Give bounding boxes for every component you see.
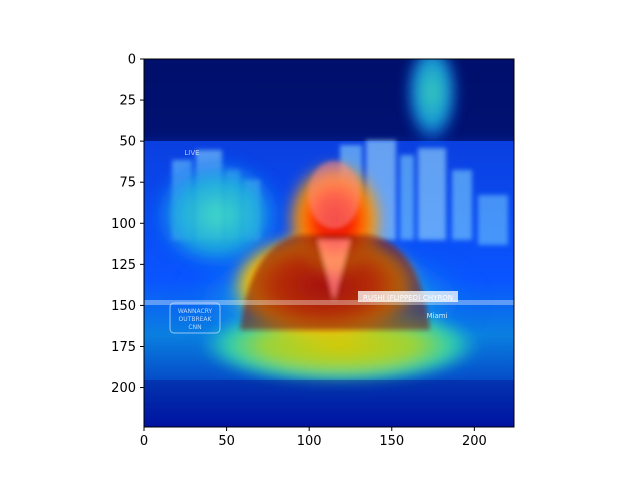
glow-left (148, 155, 288, 275)
person (240, 161, 430, 330)
axes-frame (143, 58, 515, 428)
x-axis: 0 50 100 150 200 (140, 427, 487, 449)
location-text: Miami (426, 312, 447, 320)
y-tick-label: 150 (111, 299, 136, 314)
y-axis: 0 25 50 75 100 125 150 175 200 (111, 53, 144, 396)
y-tick-label: 125 (111, 258, 136, 273)
badge-line-3: CNN (188, 324, 201, 331)
y-tick-label: 75 (119, 176, 136, 191)
y-tick-label: 200 (111, 381, 136, 396)
y-tick-label: 0 (128, 53, 136, 68)
chyron-text: RUSHI (FLIPPED) CHYRON (363, 294, 453, 302)
letterbox-bottom (144, 380, 514, 427)
x-tick-label: 150 (379, 434, 404, 449)
badge-line-1: WANNACRY (178, 308, 213, 315)
live-tag: LIVE (184, 149, 199, 157)
x-tick-label: 0 (140, 434, 148, 449)
y-tick-label: 100 (111, 217, 136, 232)
chyron-plate (358, 291, 458, 302)
y-tick-label: 50 (119, 135, 136, 150)
x-tick-label: 50 (218, 434, 235, 449)
news-badge: WANNACRY OUTBREAK CNN (169, 302, 221, 334)
glow-top-right (404, 59, 460, 147)
y-tick-label: 175 (111, 340, 136, 355)
plot-image: RUSHI (FLIPPED) CHYRON Miami WANNACRY OU… (144, 59, 514, 427)
y-tick-label: 25 (119, 94, 136, 109)
x-tick-label: 100 (297, 434, 322, 449)
badge-line-2: OUTBREAK (179, 316, 213, 323)
x-tick-label: 200 (462, 434, 487, 449)
chyron-bar (144, 300, 514, 305)
